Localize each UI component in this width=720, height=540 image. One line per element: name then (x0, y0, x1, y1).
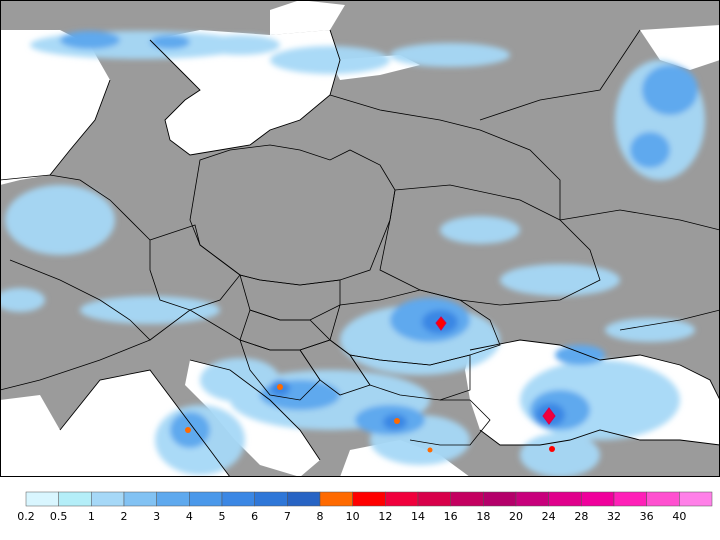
legend-tick-label: 28 (574, 510, 588, 523)
precipitation-map (0, 0, 720, 477)
legend-tick-label: 2 (121, 510, 128, 523)
legend-tick-label: 14 (411, 510, 425, 523)
legend-tick-label: 0.2 (17, 510, 35, 523)
legend-swatch (254, 491, 288, 507)
legend-swatch (91, 491, 125, 507)
legend-tick-label: 4 (186, 510, 193, 523)
legend-tick-label: 32 (607, 510, 621, 523)
legend-tick-label: 0.5 (50, 510, 68, 523)
legend-tick-label: 8 (317, 510, 324, 523)
legend-swatch (156, 491, 190, 507)
legend-swatch (515, 491, 549, 507)
legend-swatch (352, 491, 386, 507)
legend-swatch (189, 491, 223, 507)
legend-tick-label: 5 (219, 510, 226, 523)
legend-tick-label: 6 (251, 510, 258, 523)
legend-swatch (221, 491, 255, 507)
legend-swatch (385, 491, 419, 507)
legend-tick-label: 10 (346, 510, 360, 523)
legend-swatches (25, 491, 713, 507)
country-borders (0, 29, 720, 446)
precipitation-legend: 0.2 0.5 1 2 3 4 5 6 7 8 10 12 14 16 18 20 24 28 32 36 40 (17, 491, 713, 523)
legend-swatch (613, 491, 647, 507)
north-sea (0, 30, 110, 185)
legend-labels: 0.2 0.5 1 2 3 4 5 6 7 8 10 12 14 16 18 20 24 28 32 36 40 (17, 510, 686, 523)
legend-swatch (450, 491, 484, 507)
precipitation-maxima (185, 316, 556, 453)
legend-swatch (679, 491, 713, 507)
precipitation-layer (0, 31, 705, 477)
legend-swatch (287, 491, 321, 507)
gulf-of-bothnia (270, 0, 345, 35)
legend-tick-label: 16 (444, 510, 458, 523)
legend-swatch (319, 491, 353, 507)
legend-tick-label: 40 (672, 510, 686, 523)
legend-swatch (646, 491, 680, 507)
western-med (0, 395, 60, 477)
legend-swatch (58, 491, 92, 507)
legend-swatch (548, 491, 582, 507)
coastlines (49, 29, 720, 477)
legend-swatch (483, 491, 517, 507)
legend-tick-label: 36 (640, 510, 654, 523)
legend-swatch (581, 491, 615, 507)
white-sea (640, 25, 720, 70)
legend-swatch (25, 491, 59, 507)
legend-tick-label: 3 (153, 510, 160, 523)
legend-tick-label: 7 (284, 510, 291, 523)
legend-tick-label: 12 (378, 510, 392, 523)
legend-swatch (123, 491, 157, 507)
legend-tick-label: 20 (509, 510, 523, 523)
legend-tick-label: 18 (476, 510, 490, 523)
legend-tick-label: 24 (542, 510, 556, 523)
legend-swatch (417, 491, 451, 507)
legend-tick-label: 1 (88, 510, 95, 523)
